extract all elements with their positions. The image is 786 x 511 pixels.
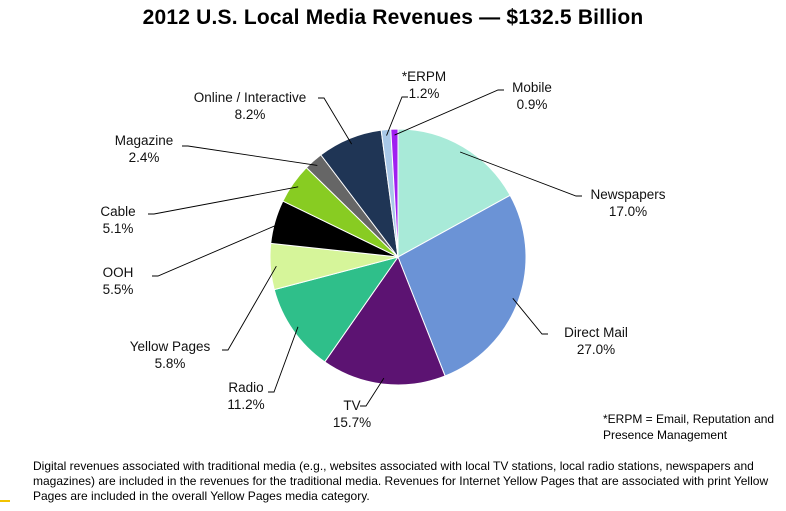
slice-label-cable: Cable (100, 204, 135, 219)
slice-labels: Newspapers 17.0% Direct Mail 27.0% TV 15.7% Ra… (100, 69, 665, 430)
slice-mobile (390, 128, 399, 258)
slice-value-ooh: 5.5% (103, 282, 134, 297)
slice-label-direct-mail: Direct Mail (564, 325, 628, 340)
slice-label-mobile: Mobile (512, 80, 552, 95)
slice-radio (273, 256, 400, 363)
leader-lines (148, 89, 582, 407)
leader-line-newspapers (459, 151, 582, 197)
leader-line-tv (360, 377, 385, 407)
slice-label-ooh: OOH (103, 265, 134, 280)
slice-value-newspapers: 17.0% (609, 204, 647, 219)
slice-value-tv: 15.7% (333, 415, 371, 430)
slice-value-cable: 5.1% (103, 221, 134, 236)
leader-line-radio (268, 326, 299, 393)
corner-accent (0, 500, 10, 502)
leader-line-online-interactive (318, 97, 353, 145)
slice-value-yellow-pages: 5.8% (155, 356, 186, 371)
slice-label-yellow-pages: Yellow Pages (130, 339, 211, 354)
slice-value-magazine: 2.4% (129, 150, 160, 165)
slice-label-magazine: Magazine (115, 133, 174, 148)
slice-value-mobile: 0.9% (517, 97, 548, 112)
slice-label-erpm: *ERPM (402, 69, 446, 84)
slice-direct-mail (397, 194, 527, 377)
leader-line-cable (148, 186, 299, 215)
slice-tv (324, 255, 446, 386)
slice-value-direct-mail: 27.0% (577, 342, 615, 357)
leader-line-mobile (394, 89, 504, 136)
chart-title: 2012 U.S. Local Media Revenues — $132.5 … (142, 6, 644, 29)
caption-note: Digital revenues associated with traditi… (33, 459, 769, 503)
slice-label-tv: TV (343, 398, 360, 413)
slice-newspapers (397, 128, 511, 258)
slice-value-online-interactive: 8.2% (235, 107, 266, 122)
leader-line-ooh (152, 222, 281, 277)
pie-slices (269, 128, 527, 386)
leader-line-direct-mail (512, 298, 548, 335)
erpm-footnote: *ERPM = Email, Reputation and Presence M… (603, 412, 775, 442)
slice-label-radio: Radio (228, 380, 263, 395)
slice-label-newspapers: Newspapers (590, 187, 665, 202)
slice-value-erpm: 1.2% (409, 86, 440, 101)
slice-value-radio: 11.2% (227, 397, 264, 412)
slice-label-online-interactive: Online / Interactive (194, 90, 307, 105)
leader-line-magazine (182, 145, 318, 166)
leader-line-yellow-pages (222, 265, 277, 351)
leader-line-erpm (386, 96, 408, 136)
